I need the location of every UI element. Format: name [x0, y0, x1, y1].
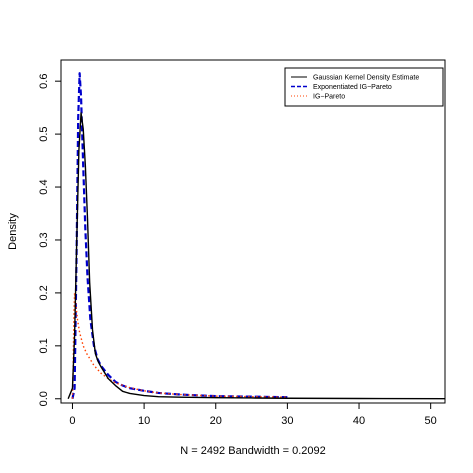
legend: Gaussian Kernel Density Estimate Exponent… [284, 67, 444, 107]
y-tick-label: 0.4 [38, 179, 50, 194]
x-tick-label: 20 [210, 415, 222, 427]
y-tick-label: 0.0 [38, 391, 50, 406]
y-axis-title: Density [7, 213, 19, 250]
y-axis: 0.0 0.1 0.2 0.3 0.4 0.5 0.6 [38, 74, 62, 406]
x-tick-label: 40 [353, 415, 365, 427]
legend-box [284, 67, 444, 107]
series-line-0 [67, 112, 446, 400]
y-tick-label: 0.3 [38, 232, 50, 247]
legend-label-2: IG−Pareto [313, 93, 345, 100]
y-tick-label: 0.5 [38, 126, 50, 141]
series-line-2 [71, 292, 288, 399]
plot-frame [60, 59, 446, 404]
y-tick-label: 0.1 [38, 338, 50, 353]
plot-area [60, 59, 446, 404]
x-tick-label: 30 [281, 415, 293, 427]
series-layer [67, 72, 446, 400]
y-tick-label: 0.6 [38, 74, 50, 89]
series-line-1 [71, 72, 288, 399]
legend-label-0: Gaussian Kernel Density Estimate [313, 74, 419, 81]
x-tick-label: 50 [425, 415, 437, 427]
x-tick-label: 0 [69, 415, 75, 427]
x-tick-label: 10 [138, 415, 150, 427]
y-tick-label: 0.2 [38, 285, 50, 300]
x-axis: 0 10 20 30 40 50 [69, 402, 437, 427]
legend-label-1: Exponentiated IG−Pareto [313, 84, 392, 91]
x-axis-title: N = 2492 Bandwidth = 0.2092 [180, 445, 326, 457]
